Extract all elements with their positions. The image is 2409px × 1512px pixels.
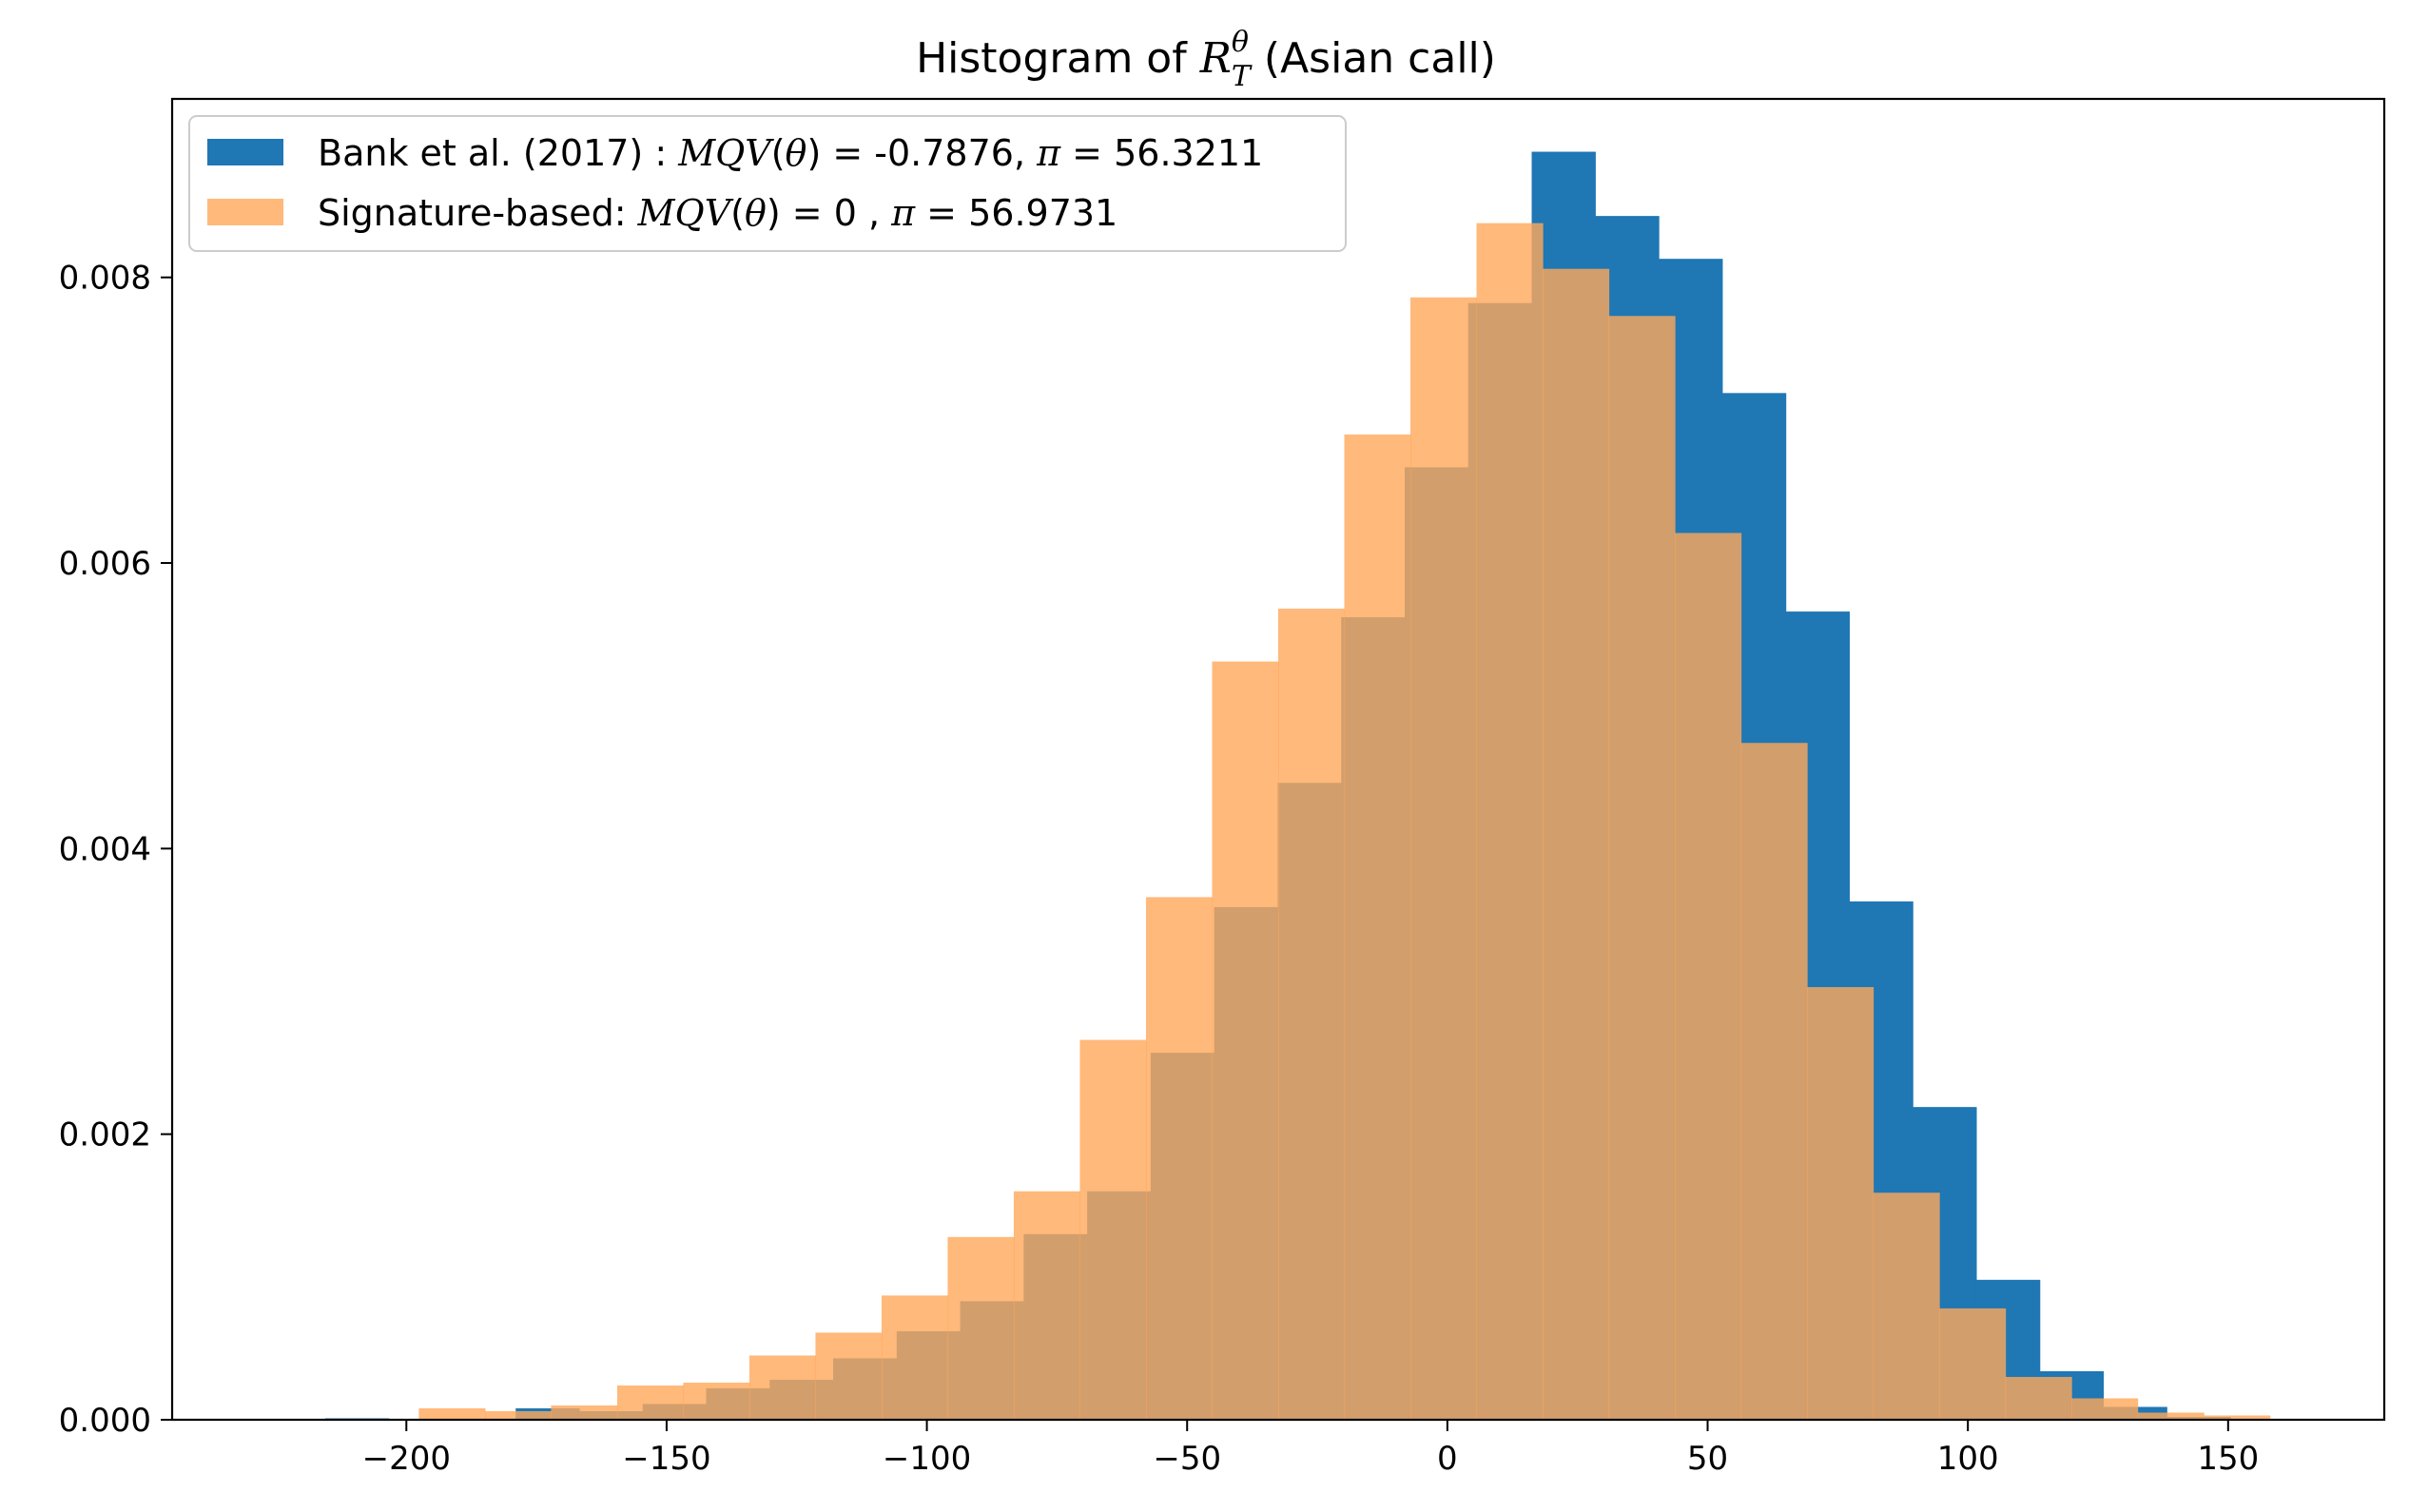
signature-bar	[1344, 434, 1411, 1420]
y-tick-label: 0.000	[59, 1402, 151, 1440]
x-tick-label: −200	[362, 1440, 451, 1478]
signature-bar	[1543, 268, 1610, 1421]
signature-bar	[1939, 1308, 2007, 1420]
signature-bar	[1873, 1192, 1940, 1420]
signature-bar	[1410, 297, 1478, 1421]
x-tick-label: −150	[622, 1440, 710, 1478]
signature-bar	[748, 1355, 817, 1420]
signature-bar	[418, 1407, 486, 1420]
signature-series-bars	[418, 223, 2271, 1421]
y-tick-label: 0.002	[59, 1116, 151, 1154]
signature-bar	[1740, 743, 1808, 1420]
chart-title-suffix: (Asian call)	[1251, 34, 1496, 83]
y-tick-label: 0.004	[59, 830, 151, 868]
legend-label-bank: Bank et al. (2017) : MQV(θ) = -0.7876, π…	[318, 132, 1263, 174]
x-tick-label: −50	[1153, 1440, 1221, 1478]
signature-bar	[683, 1382, 750, 1420]
signature-bar	[1278, 609, 1346, 1420]
x-tick-label: −100	[883, 1440, 971, 1478]
legend-label-signature: Signature-based: MQV(θ) = 0 , π = 56.973…	[318, 192, 1117, 234]
legend: Bank et al. (2017) : MQV(θ) = -0.7876, π…	[188, 115, 1347, 252]
legend-frame	[188, 115, 1347, 252]
signature-bar	[2005, 1376, 2072, 1420]
signature-bar	[947, 1236, 1015, 1420]
chart-title-subscript: T	[1232, 60, 1253, 93]
x-axis: −200 −150 −100 −50 0 50 100 150	[362, 1420, 2259, 1478]
signature-bar	[1212, 661, 1279, 1420]
signature-bar	[2137, 1412, 2205, 1420]
signature-bar	[881, 1295, 949, 1420]
signature-bar	[484, 1410, 553, 1420]
signature-bar	[1013, 1191, 1081, 1420]
signature-bar	[1079, 1039, 1147, 1420]
y-axis: 0.000 0.002 0.004 0.006 0.008	[59, 260, 172, 1440]
signature-bar	[1675, 533, 1742, 1420]
signature-bar	[551, 1405, 618, 1420]
chart-title-symbol: R	[1199, 34, 1232, 83]
y-tick-label: 0.006	[59, 545, 151, 583]
signature-bar	[815, 1332, 883, 1420]
legend-swatch-signature	[207, 199, 283, 225]
signature-bar	[616, 1385, 685, 1420]
plot-area	[324, 151, 2271, 1421]
signature-bar	[2204, 1415, 2271, 1420]
signature-bar	[1807, 987, 1875, 1420]
x-tick-label: 50	[1687, 1440, 1728, 1478]
chart-title: Histogram of Rθ T (Asian call)	[916, 26, 1496, 93]
legend-swatch-bank	[207, 139, 283, 165]
signature-bar	[1608, 316, 1676, 1420]
signature-bar	[2071, 1398, 2139, 1420]
signature-bar	[1476, 223, 1544, 1420]
chart-title-prefix: Histogram of	[916, 34, 1200, 83]
x-tick-label: 150	[2197, 1440, 2259, 1478]
x-tick-label: 100	[1937, 1440, 1999, 1478]
y-tick-label: 0.008	[59, 260, 151, 298]
axes-frame	[170, 97, 2386, 1422]
chart-title-superscript: θ	[1232, 26, 1249, 59]
signature-bar	[1145, 897, 1214, 1420]
x-tick-label: 0	[1437, 1440, 1458, 1478]
